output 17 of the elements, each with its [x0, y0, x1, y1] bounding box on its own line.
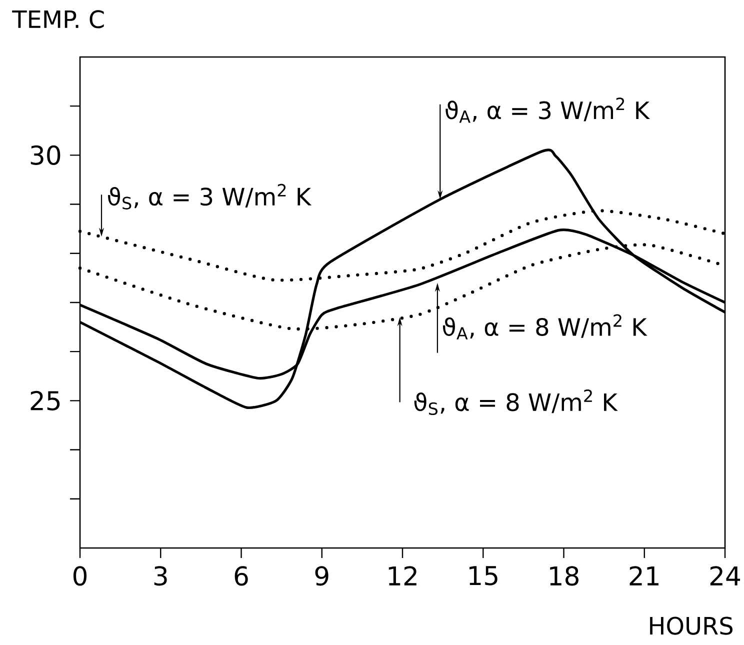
x-tick-label: 15: [469, 566, 498, 586]
x-tick-label: 24: [710, 566, 740, 586]
annotation: ϑ$_{A}$, α = 3 W/m$^{2}$ K: [446, 98, 650, 123]
annotation: ϑ$_{S}$, α = 8 W/m$^{2}$ K: [414, 389, 618, 416]
y-tick-label: 25: [30, 390, 60, 410]
x-tick-label: 3: [154, 566, 167, 586]
x-tick-label: 12: [388, 566, 416, 586]
x-tick-label: 21: [630, 566, 658, 586]
y-axis-title: TEMP. C: [12, 10, 104, 28]
x-axis-title: HOURS: [650, 616, 733, 635]
annotation: ϑ$_{S}$, α = 3 W/m$^{2}$ K: [108, 184, 312, 210]
y-tick-label: 30: [30, 145, 60, 165]
x-tick-label: 18: [550, 566, 578, 586]
annotation: ϑ$_{A}$, α = 8 W/m$^{2}$ K: [442, 314, 648, 340]
x-tick-label: 0: [73, 566, 87, 586]
x-tick-label: 9: [315, 566, 328, 586]
x-tick-label: 6: [234, 566, 248, 586]
